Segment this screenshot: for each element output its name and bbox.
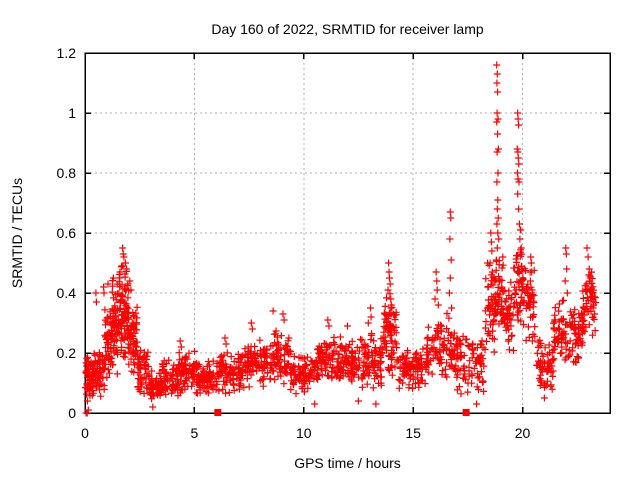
- x-tick-label: 0: [81, 425, 89, 441]
- flag-square-point: [214, 409, 222, 416]
- y-tick-label: 0.6: [57, 225, 77, 241]
- x-tick-label: 10: [296, 425, 312, 441]
- y-tick-label: 0: [68, 405, 76, 421]
- x-tick-label: 5: [190, 425, 198, 441]
- gridlines: [85, 53, 610, 413]
- y-tick-label: 0.4: [57, 285, 77, 301]
- y-tick-label: 0.2: [57, 345, 77, 361]
- x-tick-label: 20: [515, 425, 531, 441]
- y-tick-label: 1.2: [57, 45, 77, 61]
- y-tick-label: 0.8: [57, 165, 77, 181]
- scatter-points: [82, 61, 600, 417]
- chart-title: Day 160 of 2022, SRMTID for receiver lam…: [211, 21, 484, 37]
- flag-square-point: [462, 409, 470, 416]
- y-tick-label: 1: [68, 105, 76, 121]
- x-axis-label: GPS time / hours: [294, 455, 401, 471]
- x-tick-label: 15: [405, 425, 421, 441]
